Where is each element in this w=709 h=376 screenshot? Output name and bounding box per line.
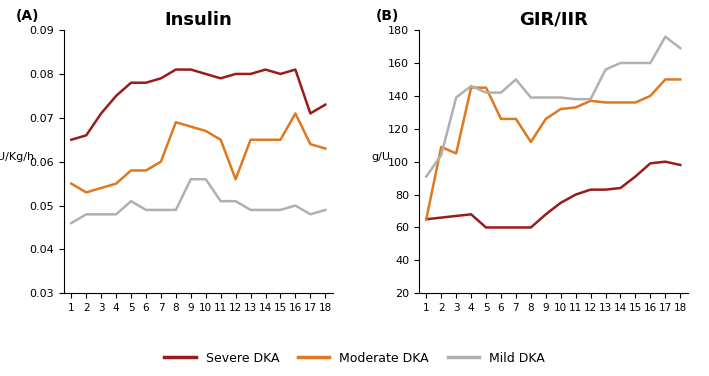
Legend: Severe DKA, Moderate DKA, Mild DKA: Severe DKA, Moderate DKA, Mild DKA: [160, 347, 549, 370]
Text: (A): (A): [16, 9, 39, 23]
Y-axis label: g/U: g/U: [372, 152, 391, 162]
Y-axis label: U/Kg/h: U/Kg/h: [0, 152, 34, 162]
Title: Insulin: Insulin: [164, 11, 232, 29]
Text: (B): (B): [376, 9, 399, 23]
Title: GIR/IIR: GIR/IIR: [519, 11, 588, 29]
